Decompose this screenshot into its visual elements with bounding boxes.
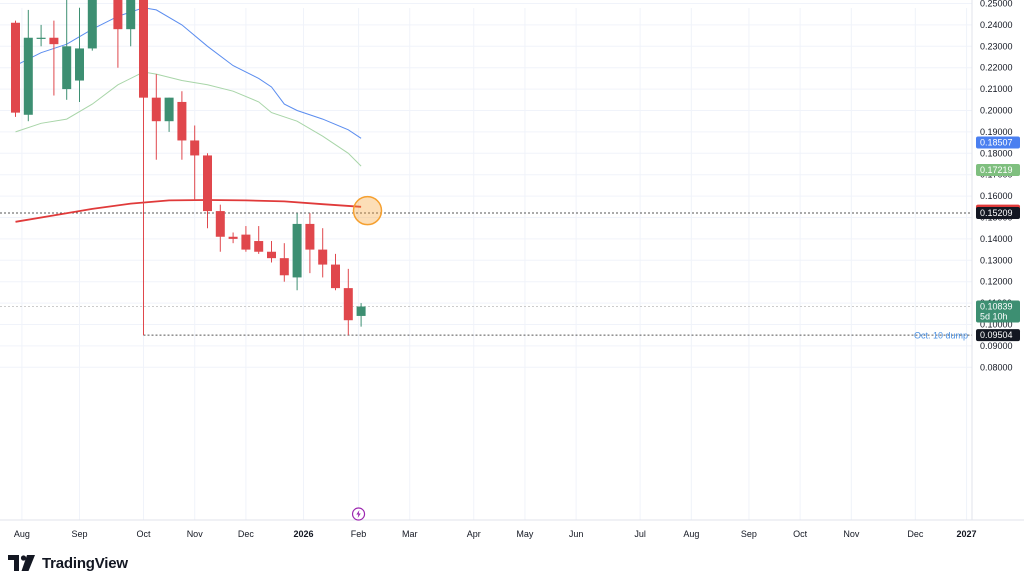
price-badge-label: 0.17219 xyxy=(980,165,1013,175)
time-tick-label: Nov xyxy=(843,529,860,539)
price-badge xyxy=(976,207,1020,220)
candle-body xyxy=(203,155,212,212)
candle-body xyxy=(356,306,366,316)
price-badge xyxy=(976,136,1020,149)
time-tick-label: Nov xyxy=(187,529,204,539)
time-tick-label: Apr xyxy=(467,529,481,539)
lightning-icon[interactable] xyxy=(351,507,366,521)
candle-body xyxy=(305,223,315,250)
time-tick-label: Sep xyxy=(71,529,87,539)
brand-name: TradingView xyxy=(42,554,128,572)
price-levels xyxy=(0,212,972,336)
price-tick-label: 0.23000 xyxy=(980,41,1013,51)
candle-body xyxy=(331,264,340,289)
candle-body xyxy=(241,234,251,250)
price-tick-label: 0.12000 xyxy=(980,277,1013,287)
candle-body xyxy=(113,0,123,30)
price-tick-label: 0.08000 xyxy=(980,362,1013,372)
candle-body xyxy=(49,37,59,45)
annotations: Oct. 10 dump xyxy=(914,331,968,341)
time-tick-label: Aug xyxy=(683,529,699,539)
candle-body xyxy=(267,251,276,259)
price-badge xyxy=(976,329,1020,342)
annotation-label: Oct. 10 dump xyxy=(914,331,968,341)
candle-body xyxy=(228,236,238,239)
price-badge-label: 0.09504 xyxy=(980,330,1013,340)
price-tick-label: 0.24000 xyxy=(980,20,1013,30)
countdown-label: 5d 10h xyxy=(980,312,1008,322)
candle-body xyxy=(318,249,328,265)
time-tick-label: Dec xyxy=(907,529,924,539)
candle-body xyxy=(292,223,302,278)
time-tick-label: May xyxy=(516,529,534,539)
tradingview-logo-icon xyxy=(8,555,35,571)
candle-body xyxy=(279,258,289,276)
price-tick-label: 0.16000 xyxy=(980,191,1013,201)
lightning-glyph xyxy=(356,510,361,518)
highlight-circle xyxy=(352,195,383,226)
candle-body xyxy=(343,288,353,321)
time-tick-label: Aug xyxy=(14,529,30,539)
event-markers xyxy=(351,507,366,521)
tradingview-branding[interactable]: TradingView xyxy=(8,552,128,574)
time-tick-label: Oct xyxy=(136,529,151,539)
moving-average-line xyxy=(15,199,362,223)
candle-body xyxy=(11,22,20,113)
chart-grid xyxy=(0,0,1024,521)
price-tick-label: 0.14000 xyxy=(980,234,1013,244)
candle-body xyxy=(36,37,46,39)
time-tick-label: Feb xyxy=(351,529,367,539)
candle-body xyxy=(87,0,97,49)
candle-body xyxy=(126,0,136,30)
moving-average-line xyxy=(15,71,362,167)
candle-body xyxy=(23,37,33,115)
moving-averages xyxy=(15,7,362,223)
candles xyxy=(11,0,366,336)
candle-body xyxy=(177,101,187,141)
candle-body xyxy=(164,97,174,122)
price-badge xyxy=(976,300,1020,323)
candle-body xyxy=(254,241,264,252)
price-badge xyxy=(976,164,1020,177)
time-tick-label: Jun xyxy=(569,529,584,539)
price-tick-label: 0.22000 xyxy=(980,63,1013,73)
highlight-marker xyxy=(352,195,383,226)
candle-body xyxy=(190,140,200,156)
time-tick-label: Oct xyxy=(793,529,808,539)
price-badge-label: 0.18507 xyxy=(980,137,1013,147)
price-badge-label: 0.15209 xyxy=(980,208,1013,218)
time-axis[interactable]: Aug Sep Oct Nov Dec 2026 Feb Mar Apr May Jun Jul Aug… xyxy=(14,529,977,539)
price-tick-label: 0.13000 xyxy=(980,255,1013,265)
price-tick-label: 0.21000 xyxy=(980,84,1013,94)
price-tick-label: 0.19000 xyxy=(980,127,1013,137)
candle-body xyxy=(139,0,148,98)
time-tick-label: Sep xyxy=(741,529,757,539)
moving-average-line xyxy=(15,7,362,139)
time-tick-label: 2026 xyxy=(293,529,313,539)
price-tick-label: 0.09000 xyxy=(980,341,1013,351)
time-tick-label: 2027 xyxy=(957,529,977,539)
candle-body xyxy=(75,48,84,81)
time-tick-label: Dec xyxy=(238,529,255,539)
candle-body xyxy=(215,211,225,237)
price-tick-label: 0.10000 xyxy=(980,320,1013,330)
price-tick-label: 0.18000 xyxy=(980,148,1013,158)
time-tick-label: Mar xyxy=(402,529,418,539)
price-tick-label: 0.20000 xyxy=(980,106,1013,116)
candle-body xyxy=(151,97,161,122)
candle-body xyxy=(62,46,72,90)
price-tick-label: 0.25000 xyxy=(980,0,1013,9)
time-tick-label: Jul xyxy=(634,529,646,539)
price-badge-label: 0.10839 xyxy=(980,302,1013,312)
